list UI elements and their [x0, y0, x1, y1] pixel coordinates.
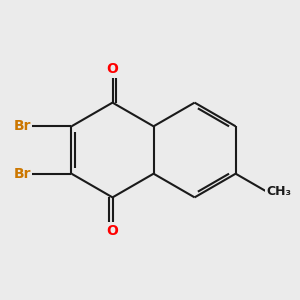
Text: Br: Br	[14, 167, 31, 181]
Text: Br: Br	[14, 119, 31, 133]
Text: CH₃: CH₃	[266, 185, 291, 198]
Text: O: O	[106, 62, 119, 76]
Text: O: O	[106, 224, 119, 238]
